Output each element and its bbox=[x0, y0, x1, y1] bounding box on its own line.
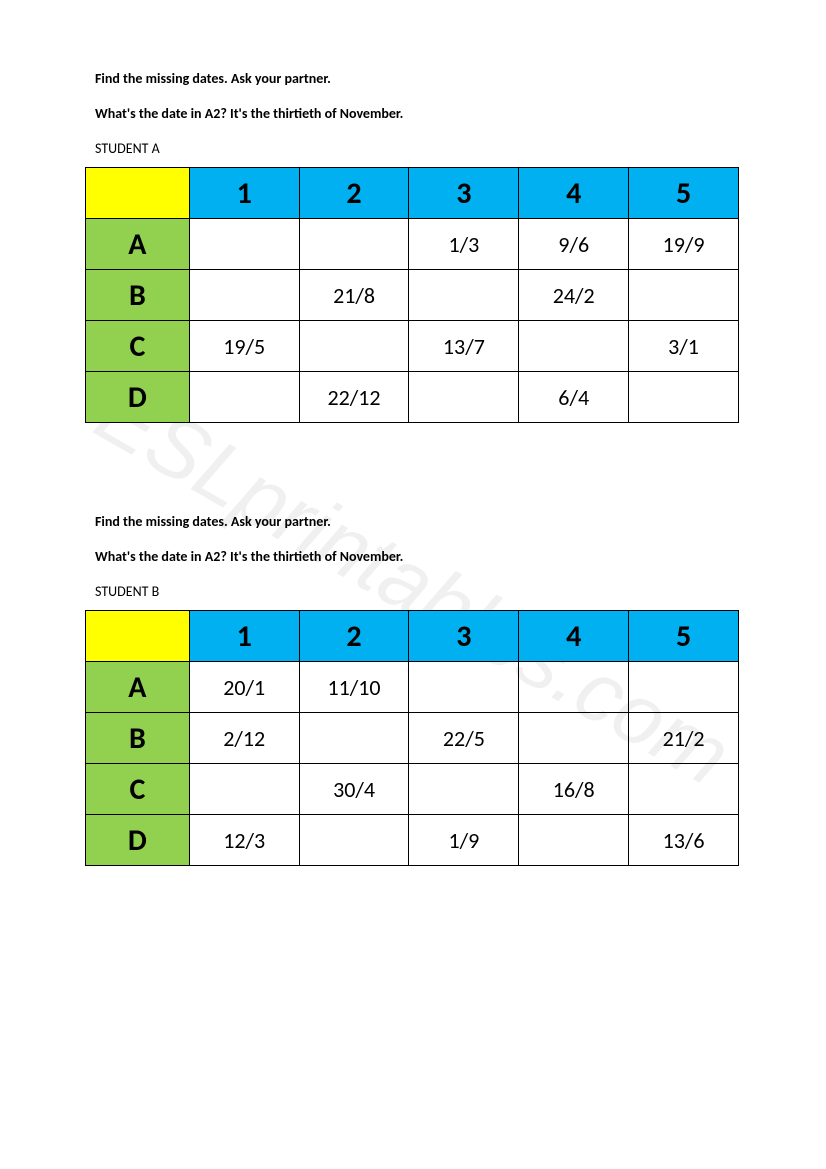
data-cell: 1/3 bbox=[409, 219, 519, 270]
data-cell: 3/1 bbox=[629, 321, 739, 372]
data-cell: 19/9 bbox=[629, 219, 739, 270]
corner-cell bbox=[86, 611, 190, 662]
data-cell: 16/8 bbox=[519, 764, 629, 815]
instruction-line-2a: What's the date in A2? It's the thirtiet… bbox=[95, 105, 731, 122]
table-header-row: 1 2 3 4 5 bbox=[86, 168, 739, 219]
dates-table-b: 1 2 3 4 5 A 20/1 11/10 B 2/12 22/5 21/2 bbox=[85, 610, 739, 866]
row-header: B bbox=[86, 270, 190, 321]
row-header: A bbox=[86, 219, 190, 270]
data-cell: 6/4 bbox=[519, 372, 629, 423]
data-cell: 19/5 bbox=[189, 321, 299, 372]
table-row: C 19/5 13/7 3/1 bbox=[86, 321, 739, 372]
row-header: D bbox=[86, 372, 190, 423]
col-header: 3 bbox=[409, 168, 519, 219]
data-cell bbox=[519, 321, 629, 372]
data-cell bbox=[189, 219, 299, 270]
data-cell bbox=[629, 270, 739, 321]
student-b-block: Find the missing dates. Ask your partner… bbox=[95, 513, 731, 866]
table-row: A 1/3 9/6 19/9 bbox=[86, 219, 739, 270]
col-header: 2 bbox=[299, 611, 409, 662]
data-cell: 22/12 bbox=[299, 372, 409, 423]
data-cell bbox=[409, 662, 519, 713]
col-header: 4 bbox=[519, 611, 629, 662]
table-header-row: 1 2 3 4 5 bbox=[86, 611, 739, 662]
data-cell: 21/8 bbox=[299, 270, 409, 321]
table-row: B 21/8 24/2 bbox=[86, 270, 739, 321]
data-cell bbox=[519, 713, 629, 764]
data-cell: 12/3 bbox=[189, 815, 299, 866]
row-header: B bbox=[86, 713, 190, 764]
data-cell: 24/2 bbox=[519, 270, 629, 321]
data-cell bbox=[189, 764, 299, 815]
instruction-line-1a: Find the missing dates. Ask your partner… bbox=[95, 70, 731, 87]
col-header: 1 bbox=[189, 168, 299, 219]
table-row: D 22/12 6/4 bbox=[86, 372, 739, 423]
col-header: 5 bbox=[629, 168, 739, 219]
row-header: D bbox=[86, 815, 190, 866]
data-cell: 1/9 bbox=[409, 815, 519, 866]
data-cell bbox=[189, 270, 299, 321]
corner-cell bbox=[86, 168, 190, 219]
worksheet-page: Find the missing dates. Ask your partner… bbox=[0, 0, 826, 866]
data-cell: 22/5 bbox=[409, 713, 519, 764]
data-cell: 30/4 bbox=[299, 764, 409, 815]
col-header: 3 bbox=[409, 611, 519, 662]
data-cell: 13/6 bbox=[629, 815, 739, 866]
data-cell bbox=[629, 372, 739, 423]
table-row: D 12/3 1/9 13/6 bbox=[86, 815, 739, 866]
table-row: C 30/4 16/8 bbox=[86, 764, 739, 815]
data-cell bbox=[629, 764, 739, 815]
data-cell bbox=[299, 321, 409, 372]
table-row: B 2/12 22/5 21/2 bbox=[86, 713, 739, 764]
data-cell bbox=[409, 270, 519, 321]
data-cell bbox=[409, 764, 519, 815]
col-header: 4 bbox=[519, 168, 629, 219]
data-cell: 9/6 bbox=[519, 219, 629, 270]
data-cell bbox=[629, 662, 739, 713]
instruction-line-1b: Find the missing dates. Ask your partner… bbox=[95, 513, 731, 530]
data-cell bbox=[519, 662, 629, 713]
data-cell bbox=[299, 219, 409, 270]
student-b-label: STUDENT B bbox=[95, 583, 731, 600]
data-cell: 20/1 bbox=[189, 662, 299, 713]
row-header: A bbox=[86, 662, 190, 713]
col-header: 1 bbox=[189, 611, 299, 662]
col-header: 5 bbox=[629, 611, 739, 662]
dates-table-a: 1 2 3 4 5 A 1/3 9/6 19/9 B 21/8 24/2 C 1… bbox=[85, 167, 739, 423]
row-header: C bbox=[86, 764, 190, 815]
data-cell bbox=[519, 815, 629, 866]
data-cell: 11/10 bbox=[299, 662, 409, 713]
data-cell bbox=[189, 372, 299, 423]
row-header: C bbox=[86, 321, 190, 372]
data-cell: 13/7 bbox=[409, 321, 519, 372]
data-cell: 2/12 bbox=[189, 713, 299, 764]
data-cell bbox=[409, 372, 519, 423]
instruction-line-2b: What's the date in A2? It's the thirtiet… bbox=[95, 548, 731, 565]
table-row: A 20/1 11/10 bbox=[86, 662, 739, 713]
data-cell bbox=[299, 815, 409, 866]
data-cell: 21/2 bbox=[629, 713, 739, 764]
student-a-label: STUDENT A bbox=[95, 140, 731, 157]
col-header: 2 bbox=[299, 168, 409, 219]
data-cell bbox=[299, 713, 409, 764]
